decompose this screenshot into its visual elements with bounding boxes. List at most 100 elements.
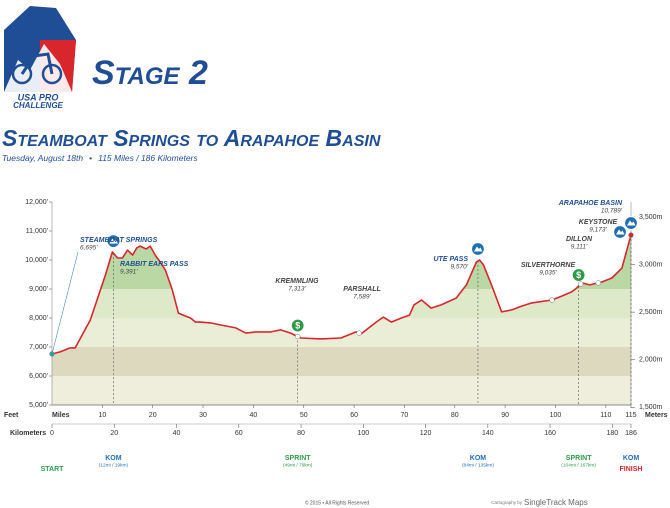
- waypoint-elevation: 7,313': [288, 286, 306, 293]
- credit-prefix: Cartography by: [491, 500, 523, 505]
- x-tick-label: 90: [501, 412, 509, 419]
- kom-icon-mountain: [627, 220, 636, 226]
- event-note: (12mi / 19km): [99, 462, 129, 468]
- x2-tick-label: 120: [420, 430, 432, 437]
- y2-tick-label: 3,500m: [639, 214, 663, 221]
- waypoint-elevation: 6,695': [80, 245, 98, 252]
- y2-tick-label: 1,500m: [639, 404, 663, 411]
- credit: SingleTrack Maps: [524, 498, 588, 507]
- waypoint-elevation: 9,173': [589, 227, 607, 234]
- copyright: © 2015 • All Rights Reserved: [305, 499, 370, 506]
- x2-tick-label: 60: [235, 430, 243, 437]
- elevation-band: [52, 289, 631, 318]
- route-title: Steamboat Springs to Arapahoe Basin: [2, 125, 381, 151]
- waypoint-dot: [549, 297, 555, 303]
- x-tick-label: 20: [149, 412, 157, 419]
- waypoint-name: Parshall: [343, 286, 381, 293]
- x2-axis-title: Kilometers: [10, 430, 46, 437]
- elevation-band: [52, 318, 631, 347]
- elevation-band: [52, 202, 631, 231]
- sprint-icon: [290, 318, 305, 333]
- waypoint-dot: [595, 280, 601, 286]
- plot: 5,000' 6,000' 7,000' 8,000' 9,000' 10,000' 11,…: [4, 199, 668, 473]
- waypoint-name: Steamboat Springs: [80, 237, 158, 244]
- waypoint-elevation: 9,391': [120, 269, 138, 276]
- x-tick-label: 50: [300, 412, 308, 419]
- x-tick-label: 110: [600, 412, 611, 419]
- y2-tick-label: 2,000m: [639, 357, 663, 364]
- waypoint-elevation: 7,589': [353, 294, 371, 301]
- waypoint-elevation: 9,570': [450, 264, 468, 271]
- event-note: (49mi / 79km): [283, 462, 313, 468]
- logo-text: CHALLENGE: [13, 101, 63, 110]
- x2-tick-label: 186: [625, 430, 637, 437]
- x2-tick-label: 80: [297, 430, 305, 437]
- y-tick-label: 8,000': [29, 315, 48, 322]
- x2-tick-label: 160: [544, 430, 556, 437]
- waypoint-dot: [356, 330, 362, 336]
- kom-icon-mountain: [616, 229, 625, 235]
- x-tick-label: 30: [199, 412, 207, 419]
- x-tick-label: 10: [98, 412, 106, 419]
- sprint-icon-symbol: $: [576, 270, 581, 280]
- waypoint-dot: [628, 232, 634, 238]
- x-tick-label: 60: [350, 412, 358, 419]
- subtitle: Tuesday, August 18th • 115 Miles / 186 Kil…: [2, 153, 198, 163]
- event-note: (104mi / 167km): [561, 462, 596, 468]
- elevation-band: [52, 235, 631, 260]
- elevation-band: [52, 347, 631, 376]
- waypoint-name: Ute Pass: [434, 256, 469, 263]
- y-tick-label: 12,000': [25, 199, 48, 206]
- waypoint-name: Silverthorne: [521, 262, 576, 269]
- event-label: KOM: [470, 455, 487, 462]
- event-note: FINISH: [620, 466, 643, 473]
- event-label: SPRINT: [285, 455, 311, 462]
- x2-tick-label: 180: [606, 430, 618, 437]
- y2-tick-label: 2,500m: [639, 309, 663, 316]
- event-note: (84mi / 135km): [462, 462, 494, 468]
- profile-fill: [52, 202, 631, 405]
- y-axis-title: Feet: [4, 412, 19, 419]
- logo-text: USA PRO: [18, 92, 59, 102]
- waypoint-name: Keystone: [579, 219, 618, 226]
- x2-tick-label: 100: [357, 430, 369, 437]
- event-label: START: [41, 466, 65, 473]
- event-label: KOM: [623, 455, 640, 462]
- x-tick-label: 100: [550, 412, 562, 419]
- waypoint-name: Kremmling: [275, 278, 319, 285]
- waypoint-name: Rabbit Ears Pass: [120, 261, 189, 268]
- x-tick-label: 40: [249, 412, 257, 419]
- x-axis-title: Miles: [52, 412, 70, 419]
- y-tick-label: 5,000': [29, 402, 48, 409]
- separator: •: [89, 153, 92, 163]
- leader-line: [51, 251, 79, 355]
- waypoint-name: Arapahoe Basin: [558, 200, 623, 207]
- event-label: KOM: [105, 455, 122, 462]
- kom-icon-mountain: [473, 246, 483, 252]
- y-tick-label: 10,000': [25, 257, 48, 264]
- waypoint-dot: [578, 281, 584, 287]
- x-tick-label: 80: [451, 412, 459, 419]
- waypoint-elevation: 10,789': [601, 208, 623, 215]
- sprint-icon-symbol: $: [295, 320, 300, 330]
- elevation-band: [52, 376, 631, 405]
- x-tick-label: 115: [625, 412, 636, 419]
- y-tick-label: 11,000': [26, 228, 48, 235]
- x2-tick-label: 40: [173, 430, 181, 437]
- logo: USA PRO CHALLENGE: [4, 6, 76, 110]
- distance: 115 Miles / 186 Kilometers: [98, 153, 198, 163]
- y2-axis-title: Meters: [645, 412, 668, 419]
- x2-tick-label: 0: [50, 430, 54, 437]
- waypoint-dot: [49, 351, 55, 357]
- event-label: SPRINT: [566, 455, 592, 462]
- y-tick-label: 7,000': [29, 344, 48, 351]
- x2-tick-label: 140: [482, 430, 494, 437]
- y2-tick-label: 3,000m: [639, 261, 663, 268]
- stage-title: Stage 2: [92, 54, 208, 92]
- y-tick-label: 6,000': [29, 373, 48, 380]
- date: Tuesday, August 18th: [2, 153, 83, 163]
- elevation-line: [51, 234, 632, 355]
- waypoint-elevation: 9,111': [571, 244, 588, 251]
- y-tick-label: 9,000': [29, 286, 48, 293]
